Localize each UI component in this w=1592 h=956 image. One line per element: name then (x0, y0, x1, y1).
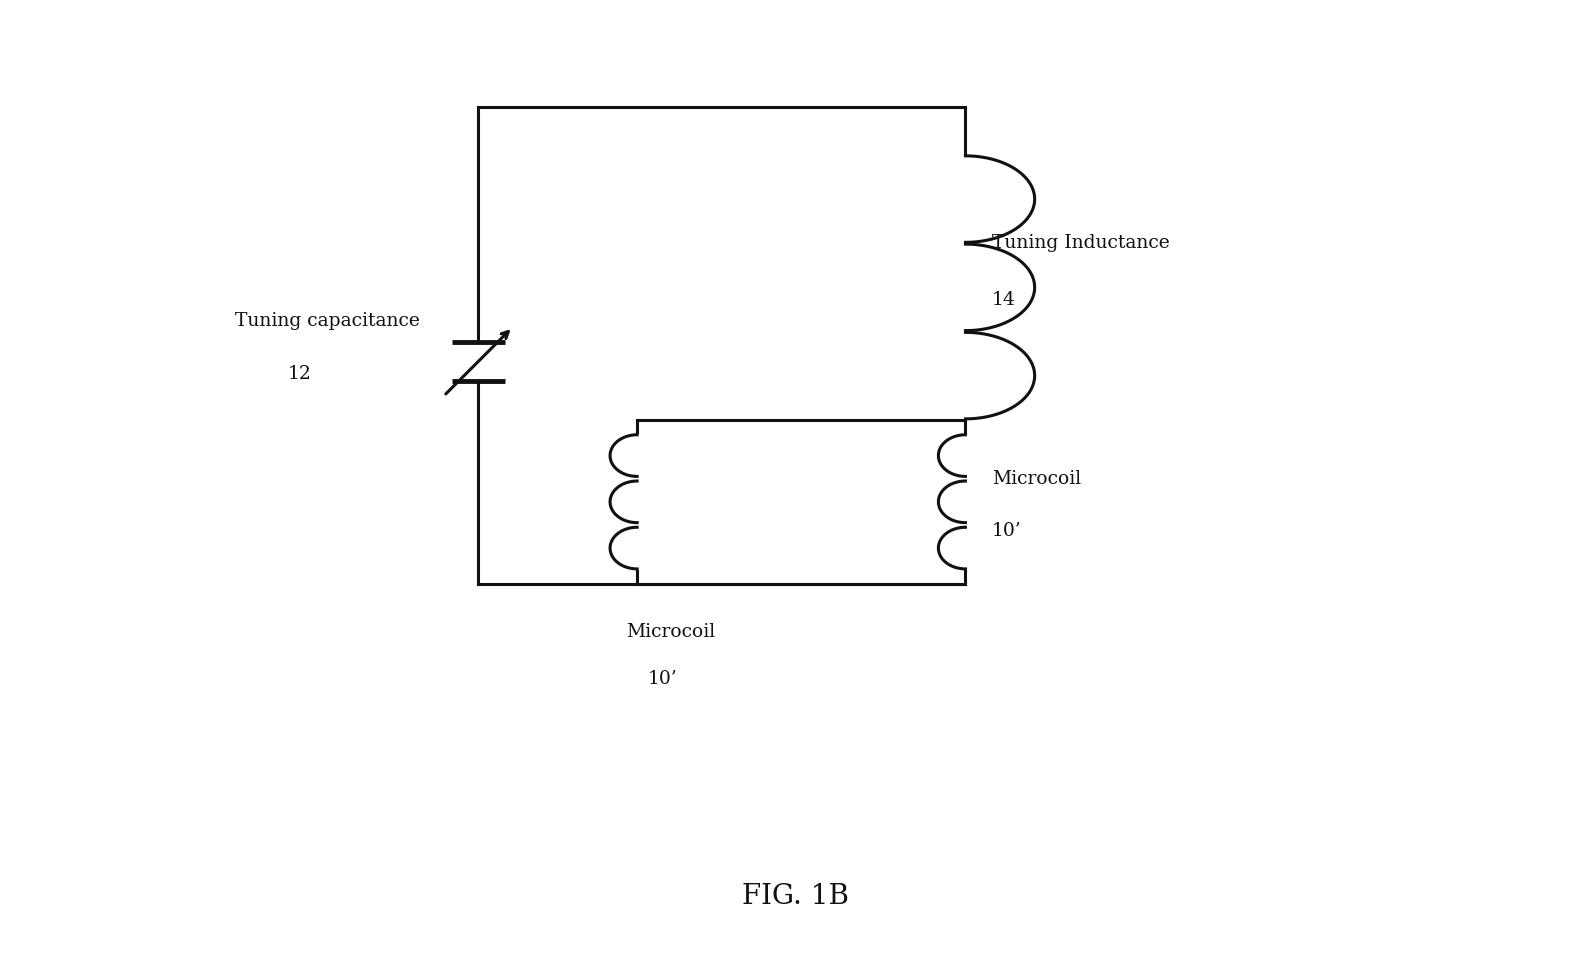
Text: 10’: 10’ (648, 670, 678, 688)
Text: FIG. 1B: FIG. 1B (742, 882, 850, 910)
Text: 10’: 10’ (992, 523, 1022, 540)
Text: Tuning capacitance: Tuning capacitance (234, 313, 420, 330)
Text: Tuning Inductance: Tuning Inductance (992, 234, 1170, 251)
Text: Microcoil: Microcoil (627, 622, 716, 641)
Text: 12: 12 (288, 365, 312, 383)
Text: 14: 14 (992, 291, 1016, 309)
Text: Microcoil: Microcoil (992, 469, 1081, 488)
